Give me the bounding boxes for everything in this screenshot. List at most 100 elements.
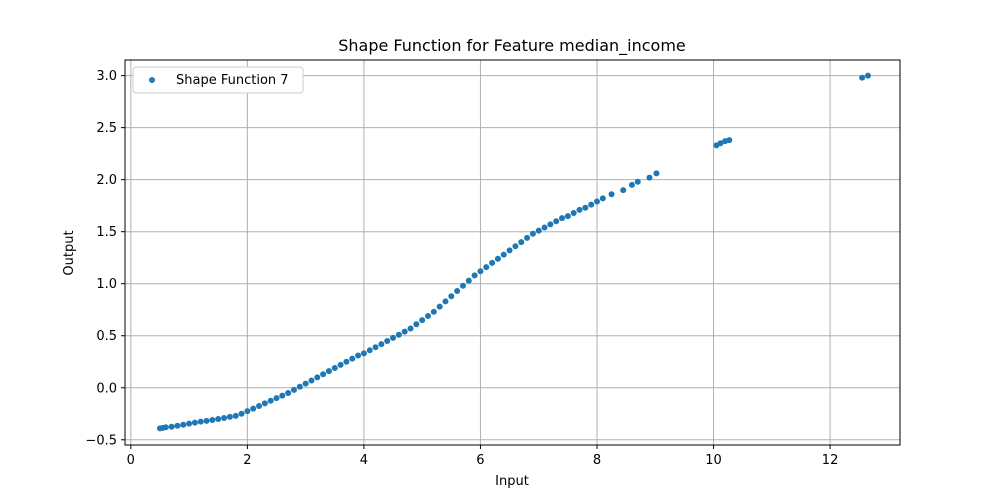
y-tick-label: 0.0 bbox=[96, 381, 117, 396]
data-point bbox=[419, 317, 426, 324]
data-point bbox=[628, 181, 635, 188]
data-point bbox=[553, 218, 560, 225]
data-point bbox=[512, 243, 519, 250]
data-point bbox=[483, 264, 490, 271]
data-point bbox=[250, 405, 257, 412]
x-tick-label: 0 bbox=[127, 453, 135, 468]
chart-title: Shape Function for Feature median_income bbox=[338, 36, 686, 56]
data-point bbox=[244, 408, 251, 415]
data-point bbox=[273, 395, 280, 402]
data-point bbox=[436, 303, 443, 310]
data-point bbox=[296, 383, 303, 390]
grid bbox=[125, 60, 900, 445]
data-point bbox=[384, 337, 391, 344]
data-point bbox=[168, 423, 175, 430]
data-point bbox=[180, 421, 187, 428]
data-point bbox=[864, 72, 871, 79]
plot-frame bbox=[124, 59, 901, 446]
data-point bbox=[593, 198, 600, 205]
data-point bbox=[425, 312, 432, 319]
data-point bbox=[634, 178, 641, 185]
data-point bbox=[726, 137, 733, 144]
x-tick-label: 2 bbox=[243, 453, 251, 468]
data-point bbox=[401, 328, 408, 335]
data-point bbox=[500, 251, 507, 258]
x-tick-label: 12 bbox=[822, 453, 839, 468]
data-point bbox=[506, 247, 513, 254]
x-tick-label: 10 bbox=[705, 453, 722, 468]
y-tick-label: 2.0 bbox=[96, 173, 117, 188]
data-point bbox=[564, 213, 571, 220]
y-tick-label: 3.0 bbox=[96, 69, 117, 84]
data-point bbox=[203, 417, 210, 424]
y-tick-label: −0.5 bbox=[85, 433, 117, 448]
y-tick-label: 0.5 bbox=[96, 329, 117, 344]
data-point bbox=[442, 298, 449, 305]
data-point bbox=[576, 206, 583, 213]
data-point bbox=[471, 272, 478, 279]
y-tick-label: 2.5 bbox=[96, 121, 117, 136]
data-point bbox=[529, 230, 536, 237]
data-point bbox=[518, 239, 525, 246]
data-point bbox=[407, 325, 414, 332]
x-tick-label: 6 bbox=[476, 453, 484, 468]
data-point bbox=[285, 389, 292, 396]
data-point bbox=[197, 418, 204, 425]
data-point bbox=[302, 380, 309, 387]
legend: Shape Function 7 bbox=[132, 66, 304, 94]
data-point bbox=[320, 371, 327, 378]
y-axis-label: Output bbox=[62, 230, 77, 275]
data-point bbox=[221, 414, 228, 421]
data-point bbox=[599, 195, 606, 202]
data-point bbox=[360, 350, 367, 357]
data-point bbox=[547, 221, 554, 228]
data-point bbox=[162, 424, 169, 431]
data-point bbox=[308, 377, 315, 384]
data-point bbox=[390, 334, 397, 341]
x-axis-ticks: 0 2 4 6 8 10 12 bbox=[127, 445, 839, 468]
data-point bbox=[314, 374, 321, 381]
data-point bbox=[186, 420, 193, 427]
data-point bbox=[343, 358, 350, 365]
data-point bbox=[238, 410, 245, 417]
y-tick-label: 1.0 bbox=[96, 277, 117, 292]
data-point bbox=[349, 355, 356, 362]
data-point bbox=[524, 234, 531, 241]
data-point bbox=[620, 187, 627, 194]
x-axis-label: Input bbox=[495, 474, 529, 489]
data-point bbox=[559, 215, 566, 222]
x-tick-label: 8 bbox=[593, 453, 601, 468]
data-point bbox=[290, 386, 297, 393]
data-point bbox=[226, 413, 233, 420]
data-point bbox=[541, 224, 548, 231]
scatter-points bbox=[156, 72, 871, 432]
data-point bbox=[646, 174, 653, 181]
data-point bbox=[494, 255, 501, 262]
data-point bbox=[395, 331, 402, 338]
data-point bbox=[279, 392, 286, 399]
data-point bbox=[859, 74, 866, 81]
data-point bbox=[191, 419, 198, 426]
y-axis-ticks: −0.5 0.0 0.5 1.0 1.5 2.0 2.5 3.0 bbox=[85, 69, 125, 448]
data-point bbox=[331, 365, 338, 371]
data-point bbox=[588, 201, 595, 208]
legend-label: Shape Function 7 bbox=[176, 73, 289, 88]
data-point bbox=[413, 321, 420, 328]
data-point bbox=[232, 412, 239, 419]
data-point bbox=[325, 368, 332, 375]
data-point bbox=[448, 293, 455, 300]
data-point bbox=[608, 191, 615, 198]
data-point bbox=[261, 400, 268, 407]
data-point bbox=[570, 209, 577, 216]
legend-marker bbox=[149, 77, 155, 83]
data-point bbox=[215, 415, 222, 422]
data-point bbox=[535, 227, 542, 234]
data-point bbox=[256, 402, 263, 409]
data-point bbox=[267, 397, 274, 404]
data-point bbox=[717, 140, 724, 147]
data-point bbox=[454, 288, 461, 294]
data-point bbox=[337, 361, 344, 368]
data-point bbox=[489, 259, 496, 266]
data-point bbox=[355, 352, 362, 359]
